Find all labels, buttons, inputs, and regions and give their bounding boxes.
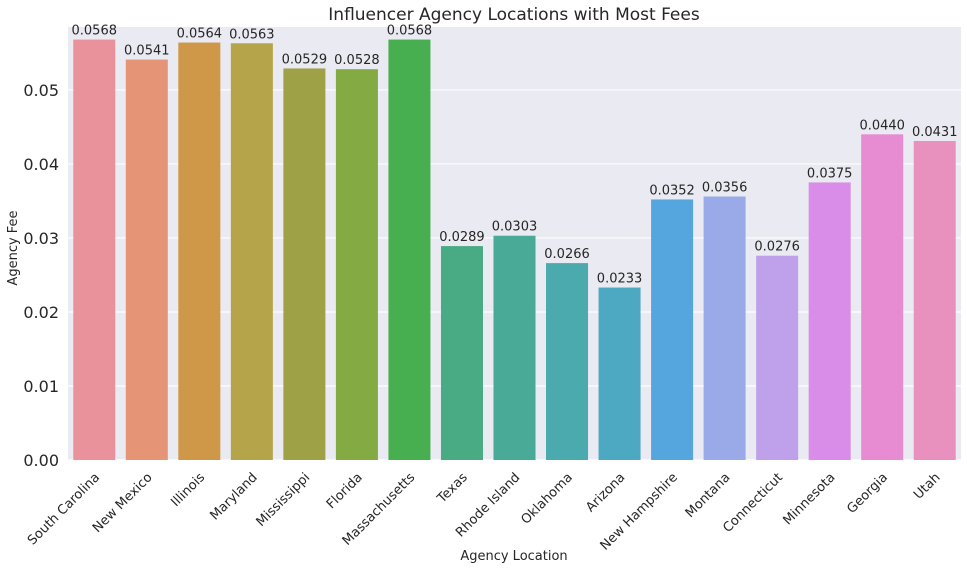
bar-value-label: 0.0289 bbox=[439, 230, 485, 245]
bar bbox=[598, 287, 641, 460]
bar bbox=[283, 68, 326, 460]
x-axis-title: Agency Location bbox=[460, 549, 567, 564]
y-tick-label: 0.02 bbox=[23, 303, 59, 322]
bar-value-label: 0.0266 bbox=[544, 247, 590, 262]
x-tick-label: Oklahoma bbox=[518, 470, 575, 527]
bar bbox=[861, 134, 904, 461]
bar-value-label: 0.0352 bbox=[649, 183, 695, 198]
bar bbox=[440, 246, 483, 460]
bar bbox=[178, 42, 221, 461]
y-tick-label: 0.03 bbox=[23, 229, 59, 248]
bar bbox=[335, 69, 378, 460]
bar bbox=[388, 39, 431, 460]
x-tick-label: Maryland bbox=[207, 470, 260, 523]
y-axis-title: Agency Fee bbox=[6, 210, 21, 285]
bar bbox=[546, 263, 589, 460]
x-tick-label: Georgia bbox=[844, 470, 891, 517]
bar-value-label: 0.0541 bbox=[124, 44, 170, 59]
bar-value-label: 0.0356 bbox=[702, 180, 748, 195]
bar-value-label: 0.0563 bbox=[229, 27, 275, 42]
bar-value-label: 0.0529 bbox=[282, 52, 328, 67]
bar-value-label: 0.0568 bbox=[72, 24, 118, 39]
bar bbox=[493, 235, 536, 460]
bar-value-label: 0.0276 bbox=[754, 240, 800, 255]
bar-value-label: 0.0568 bbox=[387, 24, 433, 39]
x-tick-label: Arizona bbox=[583, 470, 628, 515]
y-tick-label: 0.05 bbox=[23, 81, 59, 100]
bar bbox=[230, 43, 273, 461]
x-tick-label: Illinois bbox=[168, 470, 208, 510]
bar bbox=[73, 39, 116, 460]
y-tick-label: 0.01 bbox=[23, 377, 59, 396]
bar-value-labels: 0.0568 0.0541 0.0564 0.0563 0.0529 0.0528 0.05… bbox=[72, 24, 958, 287]
x-tick-label: Montana bbox=[683, 470, 734, 521]
y-tick-label: 0.04 bbox=[23, 155, 59, 174]
bar bbox=[808, 182, 851, 460]
bar bbox=[125, 59, 168, 461]
bar-value-label: 0.0440 bbox=[859, 118, 905, 133]
bar-value-label: 0.0528 bbox=[334, 53, 380, 68]
bar bbox=[651, 199, 694, 460]
bars bbox=[73, 39, 956, 461]
x-tick-label: Mississippi bbox=[254, 470, 314, 530]
x-tick-label: Minnesota bbox=[780, 470, 838, 528]
bar-value-label: 0.0303 bbox=[492, 220, 538, 235]
x-tick-label: Texas bbox=[434, 470, 471, 507]
y-tick-label: 0.00 bbox=[23, 451, 59, 470]
bar-value-label: 0.0431 bbox=[912, 125, 958, 140]
x-tick-label: Florida bbox=[324, 470, 366, 512]
y-tick-labels: 0.00 0.01 0.02 0.03 0.04 0.05 bbox=[23, 81, 59, 470]
bar bbox=[703, 196, 746, 460]
x-tick-label: South Carolina bbox=[25, 470, 103, 548]
bar-value-label: 0.0233 bbox=[597, 272, 643, 287]
chart-title: Influencer Agency Locations with Most Fe… bbox=[328, 5, 700, 25]
bar bbox=[913, 140, 956, 460]
bar-value-label: 0.0564 bbox=[177, 27, 223, 42]
bar-value-label: 0.0375 bbox=[807, 166, 853, 181]
x-tick-label: Utah bbox=[911, 470, 943, 502]
bar bbox=[756, 255, 799, 460]
